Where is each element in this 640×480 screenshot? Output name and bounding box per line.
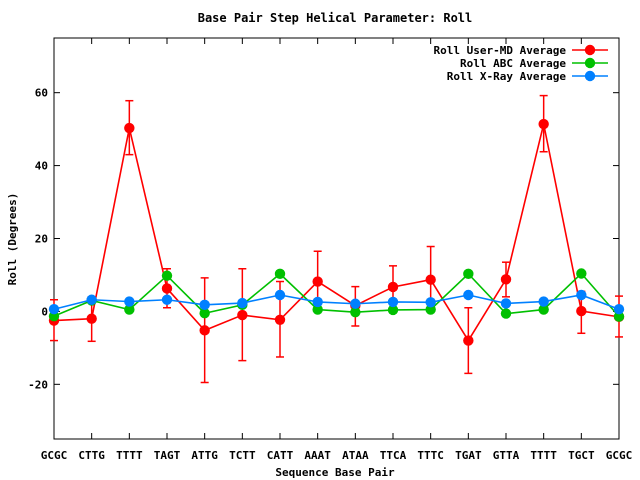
legend-label: Roll X-Ray Average <box>447 70 567 83</box>
series-2 <box>48 268 625 322</box>
x-tick-label: GTTA <box>493 449 520 462</box>
data-point <box>274 289 286 301</box>
legend-marker <box>584 44 596 56</box>
data-point <box>161 294 173 305</box>
data-point <box>576 289 587 301</box>
data-point <box>463 335 474 346</box>
data-point <box>425 297 436 308</box>
data-point <box>425 304 436 315</box>
data-point <box>199 299 210 311</box>
data-point <box>350 298 361 309</box>
series-layer <box>48 94 625 384</box>
x-tick-label: TGAT <box>455 449 482 462</box>
data-point <box>124 122 135 134</box>
data-point <box>350 306 361 318</box>
y-axis-label: Roll (Degrees) <box>6 193 19 286</box>
data-point <box>199 325 210 336</box>
legend-marker <box>584 57 596 69</box>
series-line <box>53 272 620 318</box>
x-tick-label: TTTT <box>116 449 143 462</box>
data-point <box>538 304 549 315</box>
x-tick-label: CATT <box>267 449 294 462</box>
y-tick-label: 40 <box>35 160 48 173</box>
x-tick-label: TAGT <box>154 449 181 462</box>
y-tick-label: 0 <box>41 305 48 318</box>
x-tick-label: TGCT <box>568 449 595 462</box>
data-point <box>312 276 323 287</box>
x-tick-label: ATAA <box>342 449 369 462</box>
plot-frame <box>53 37 620 440</box>
x-tick-label: TTTT <box>530 449 557 462</box>
x-tick-label: TCTT <box>229 449 256 462</box>
data-point <box>312 296 323 308</box>
y-tick-label: 20 <box>35 233 48 246</box>
data-point <box>538 296 549 307</box>
data-point <box>500 298 512 309</box>
data-point <box>48 304 60 315</box>
legend-label: Roll ABC Average <box>460 57 566 70</box>
data-point <box>237 309 248 321</box>
data-point <box>86 294 97 305</box>
series-line <box>53 294 620 310</box>
data-point <box>161 283 173 294</box>
x-tick-label: GCGC <box>606 449 633 462</box>
x-tick-label: TTCA <box>380 449 407 462</box>
y-tick-label: -20 <box>28 378 48 391</box>
legend-label: Roll User-MD Average <box>434 44 567 57</box>
x-axis: GCGC CTTG TTTT TAGT ATTG TCTT CATT AAAT ATAA TTCA… <box>41 38 633 462</box>
data-point <box>425 274 436 285</box>
x-tick-label: CTTG <box>78 449 105 462</box>
data-point <box>463 289 474 301</box>
data-point <box>387 296 399 308</box>
series-1 <box>48 94 625 384</box>
x-tick-label: GCGC <box>41 449 68 462</box>
data-point <box>124 304 135 315</box>
data-point <box>199 308 210 319</box>
data-point <box>161 270 173 281</box>
data-point <box>237 297 248 309</box>
data-point <box>463 268 474 280</box>
y-tick-label: 60 <box>35 87 48 100</box>
data-point <box>274 314 286 325</box>
series-3 <box>48 289 625 315</box>
data-point <box>387 281 399 293</box>
data-point <box>613 304 625 315</box>
data-point <box>500 274 512 285</box>
chart-title: Base Pair Step Helical Parameter: Roll <box>198 11 473 25</box>
data-point <box>576 305 587 317</box>
x-tick-label: AAAT <box>304 449 331 462</box>
x-axis-label: Sequence Base Pair <box>275 466 395 479</box>
x-tick-label: ATTG <box>191 449 218 462</box>
data-point <box>576 268 587 279</box>
x-tick-label: TTTC <box>417 449 444 462</box>
data-point <box>274 268 286 280</box>
y-axis: -20 0 20 40 60 <box>28 87 619 391</box>
data-point <box>387 304 399 316</box>
data-point <box>500 308 512 319</box>
legend-marker <box>584 70 596 82</box>
data-point <box>613 311 625 322</box>
data-point <box>86 313 97 324</box>
data-point <box>312 304 323 315</box>
series-line <box>53 123 620 343</box>
data-point <box>124 296 135 307</box>
data-point <box>538 118 549 130</box>
